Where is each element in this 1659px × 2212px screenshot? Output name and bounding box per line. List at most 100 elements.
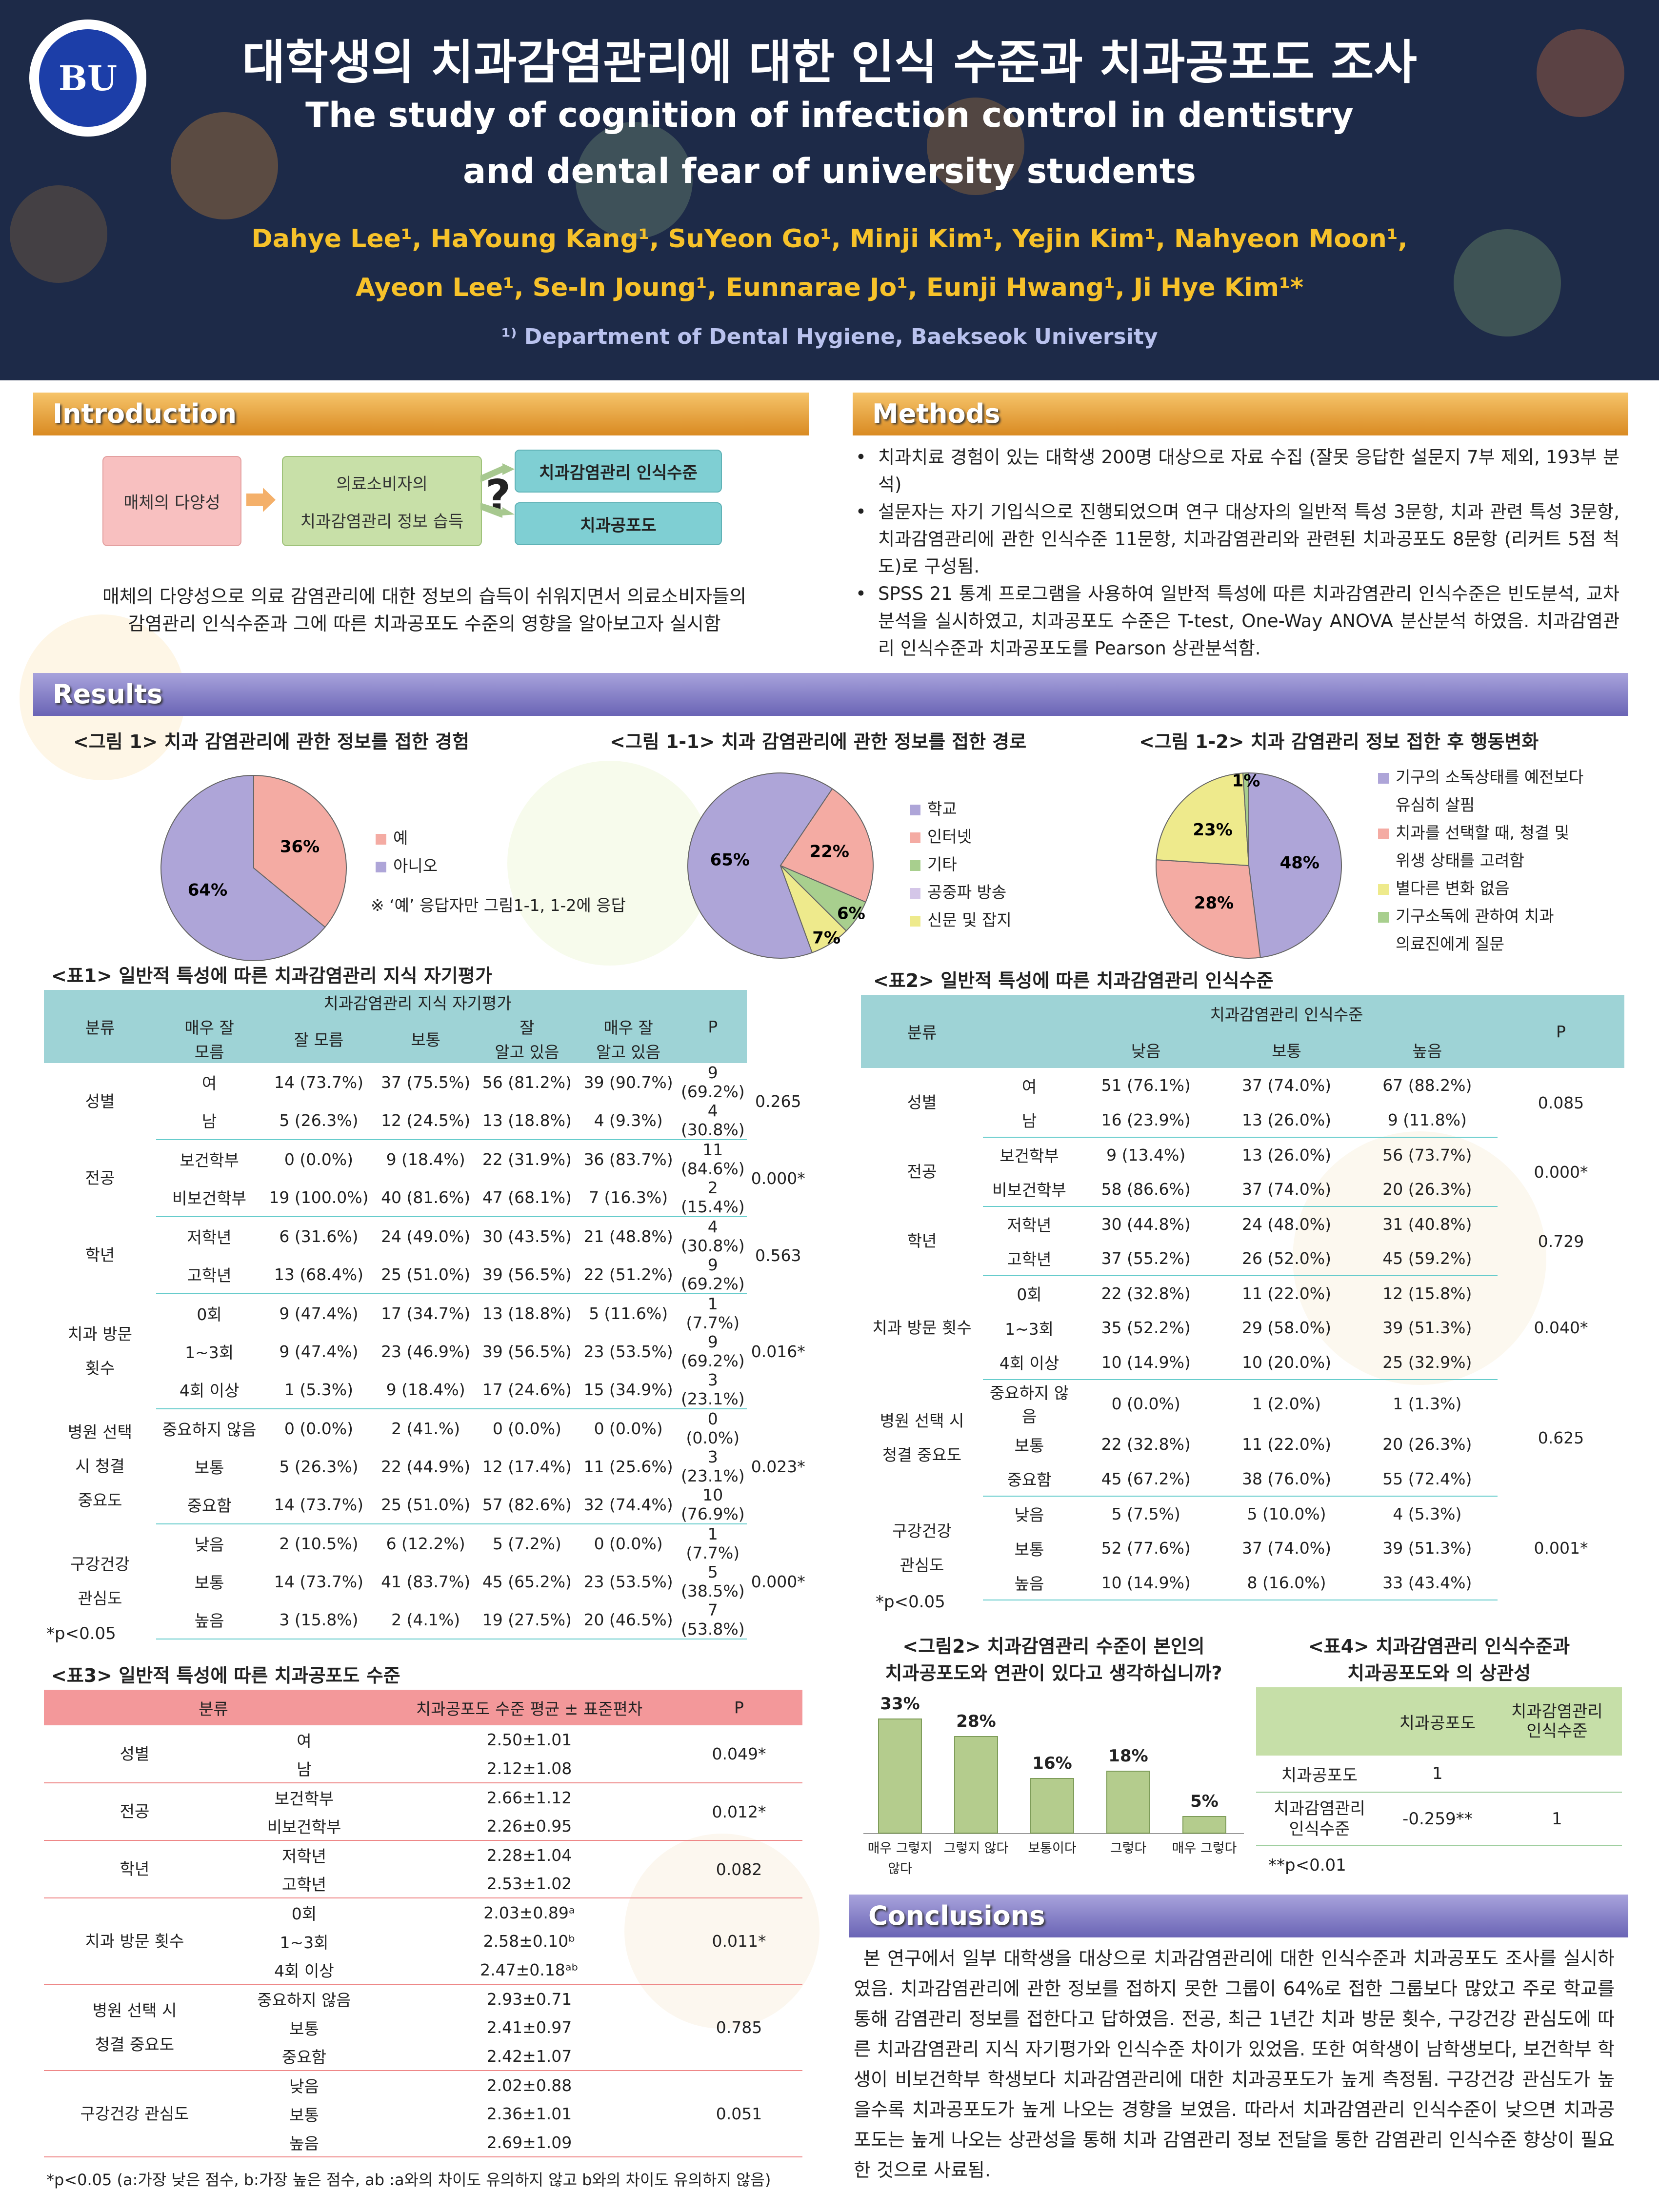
table-row: 높음 3 (15.8%) 2 (4.1%) 19 (27.5%) 20 (46.5%) 7…	[44, 1600, 810, 1639]
table-cell: 32 (74.4%)	[578, 1485, 679, 1524]
table-cell: 39 (90.7%)	[583, 1072, 673, 1092]
legend-label: 기구의 소독상태를 예전보다	[1396, 768, 1584, 787]
table-cell: 0회	[291, 1904, 317, 1923]
table-cell-line: 횟수	[85, 1359, 115, 1378]
table-cell: 5 (38.5%)	[680, 1562, 745, 1600]
table-cell-line: 치과감염관리	[1274, 1799, 1365, 1818]
legend-item: 신문 및 잡지	[910, 906, 1012, 934]
table-cell: 4 (30.8%)	[680, 1217, 745, 1255]
table-cell: 5 (10.0%)	[1247, 1504, 1326, 1523]
table-cell-line: 병원 선택	[68, 1422, 132, 1442]
decor-bokeh	[10, 185, 107, 283]
table-cell: 22 (32.8%)	[1101, 1435, 1191, 1454]
legend-swatch	[1378, 912, 1389, 923]
conclusions-heading: Conclusions	[849, 1895, 1628, 1937]
table-cell: 보통	[1014, 1436, 1044, 1455]
table-cell: 여	[297, 1731, 312, 1751]
x-tick-label-line: 매우 그렇지	[867, 1841, 933, 1856]
table-p-value: 0.085	[1538, 1093, 1584, 1112]
table-cell: 9 (18.4%)	[375, 1370, 477, 1409]
pie-data-label: 23%	[1193, 820, 1232, 840]
table-row: 성별 여 2.50±1.01 0.049*	[44, 1725, 802, 1763]
table-cell: 37 (74.0%)	[1241, 1539, 1332, 1558]
table-row: 전공 보건학부 2.66±1.12 0.012*	[44, 1783, 802, 1821]
table-cell: 51 (76.1%)	[1101, 1076, 1191, 1095]
table-cell: 30 (43.5%)	[482, 1226, 572, 1246]
table-row: 보통 2.36±1.01	[44, 2099, 802, 2128]
legend-label: 신문 및 잡지	[927, 910, 1012, 929]
table-cell: 치과감염관리 인식수준	[1256, 1792, 1383, 1846]
x-tick-label-line: 않다	[888, 1861, 912, 1876]
poster-header: BU 대학생의 치과감염관리에 대한 인식 수준과 치과공포도 조사 The s…	[0, 0, 1659, 380]
table-cell-line: 치과 방문 횟수	[872, 1318, 972, 1337]
intro-text-line1: 매체의 다양성으로 의료 감염관리에 대한 정보의 습득이 쉬워지면서 의료소비…	[102, 586, 747, 607]
table-group-label: 병원 선택 시 청결 중요도	[861, 1380, 983, 1496]
table-header: 보통	[1272, 1041, 1301, 1061]
table-cell: 5 (26.3%)	[279, 1457, 359, 1476]
table-cell: 고학년	[156, 1255, 263, 1294]
table-cell: 2 (15.4%)	[679, 1178, 747, 1217]
university-logo: BU	[29, 20, 146, 137]
table-group-label: 전공	[44, 1783, 225, 1840]
table-header: 치과감염관리 인식수준	[1492, 1687, 1622, 1756]
table-row: 전공 보건학부 9 (13.4%) 13 (26.0%) 56 (73.7%) 0.000…	[861, 1137, 1624, 1182]
table-cell: 2.02±0.88	[486, 2075, 572, 2095]
introduction-heading: Introduction	[33, 393, 809, 435]
table-cell: 12 (17.4%)	[482, 1457, 572, 1476]
table-cell: 보통	[194, 1458, 224, 1477]
table-cell: 37 (55.2%)	[1076, 1241, 1217, 1276]
table-row: 전공 보건학부 0 (0.0%) 9 (18.4%) 22 (31.9%) 36 (83.…	[44, 1140, 810, 1188]
table-cell: 2 (10.5%)	[279, 1534, 359, 1553]
bar	[1030, 1778, 1074, 1834]
table-cell: 보통	[289, 2019, 319, 2038]
table-cell: 1 (7.7%)	[686, 1294, 740, 1332]
table-cell: 5 (11.6%)	[589, 1304, 668, 1323]
table-row: 병원 선택 시 청결 중요도 중요하지 않음 2.93±0.71 0.785	[44, 1984, 802, 2054]
table-cell: 2.26±0.95	[486, 1816, 572, 1836]
legend-item: 학교	[910, 795, 1012, 823]
pie-data-label: 1%	[1232, 771, 1260, 790]
table-cell-line: 청결 중요도	[95, 2034, 175, 2054]
fig1-pie: 36% 64%	[160, 774, 347, 961]
table-cell: 67 (88.2%)	[1382, 1076, 1472, 1095]
legend-label: 의료진에게 질문	[1396, 934, 1505, 953]
pie-data-label: 65%	[710, 850, 750, 869]
fig11-title: <그림 1-1> 치과 감염관리에 관한 정보를 접한 경로	[610, 731, 1027, 752]
table-cell: 39 (56.5%)	[476, 1255, 578, 1294]
table-header: 분류	[199, 1699, 228, 1718]
table2-title: <표2> 일반적 특성에 따른 치과감염관리 인식수준	[873, 970, 1274, 991]
table-cell: 보건학부	[180, 1151, 239, 1170]
methods-list: 치과치료 경험이 있는 대학생 200명 대상으로 자료 수집 (잘못 응답한 …	[849, 444, 1619, 662]
table-cell: -0.259**	[1402, 1809, 1473, 1829]
table-header: 매우 잘	[184, 1018, 234, 1037]
table-cell: 17 (24.6%)	[476, 1370, 578, 1409]
table-cell: 저학년	[187, 1228, 232, 1247]
legend-label: 인터넷	[927, 827, 972, 846]
legend-item: 기구의 소독상태를 예전보다	[1378, 763, 1583, 791]
table-cell: 13 (26.0%)	[1216, 1103, 1357, 1138]
table-cell-line: 전공	[907, 1162, 937, 1181]
table-cell: 25 (51.0%)	[375, 1255, 477, 1294]
table-header: 낮음	[1131, 1041, 1161, 1061]
bar-data-label: 5%	[1190, 1792, 1219, 1812]
table-row: 중요함 2.42±1.07	[44, 2042, 802, 2071]
bar	[1106, 1771, 1150, 1834]
bar-data-label: 16%	[1032, 1753, 1072, 1773]
legend-item: 별다른 변화 없음	[1378, 874, 1583, 902]
table-cell: 높음	[289, 2134, 319, 2153]
table-row: 4회 이상 10 (14.9%) 10 (20.0%) 25 (32.9%)	[861, 1345, 1624, 1380]
table-cell: 24 (49.0%)	[381, 1226, 471, 1246]
table-cell: 13 (68.4%)	[262, 1255, 375, 1294]
x-tick-label: 그렇지 않다	[943, 1841, 1009, 1856]
table4: 치과공포도 치과감염관리 인식수준 치과공포도 1 치과감염관리 인식수준 -0.259*…	[1256, 1687, 1622, 1846]
table-cell: 1~3회	[1004, 1319, 1054, 1339]
pie-data-label: 48%	[1280, 853, 1319, 872]
table4-title-line2: 치과공포도와 의 상관성	[1347, 1662, 1531, 1684]
table-header: 잘	[520, 1018, 535, 1037]
table-cell: 4 (9.3%)	[578, 1101, 679, 1140]
table-row: 보통 5 (26.3%) 22 (44.9%) 12 (17.4%) 11 (25.6%…	[44, 1447, 810, 1485]
table-cell: 39 (51.3%)	[1382, 1318, 1472, 1337]
table-p-value: 0.012*	[712, 1802, 766, 1821]
fig1-title: <그림 1> 치과 감염관리에 관한 정보를 접한 경험	[73, 731, 470, 752]
